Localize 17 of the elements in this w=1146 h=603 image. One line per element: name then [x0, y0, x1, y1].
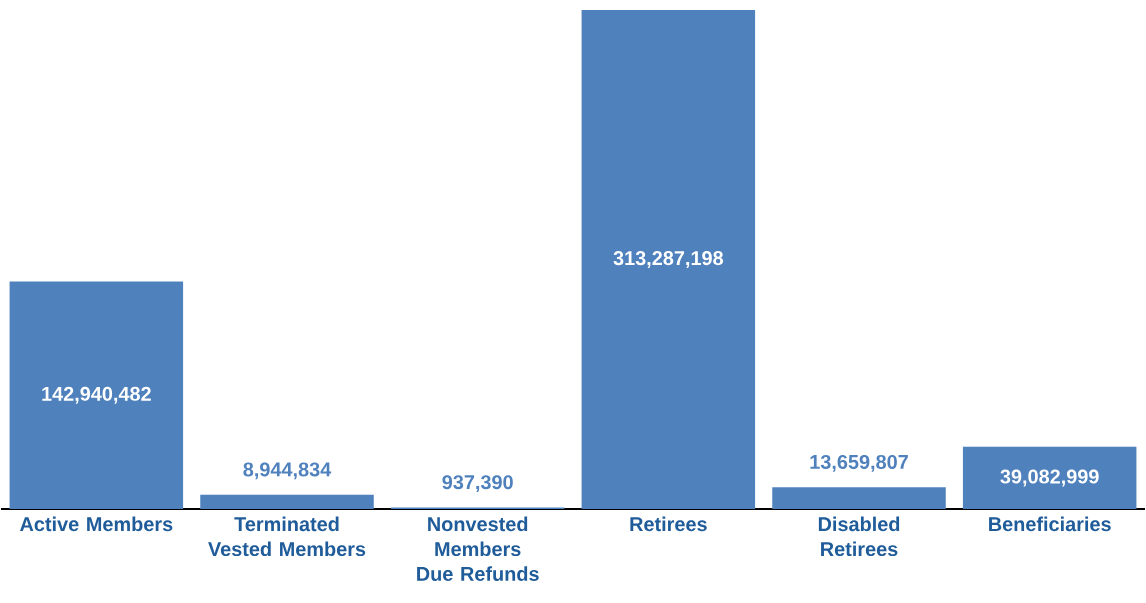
data-label: 937,390 — [442, 475, 513, 493]
x-tick-label: Retirees — [630, 516, 707, 532]
bar — [581, 9, 756, 510]
x-tick-label: Disabled Retirees — [818, 516, 900, 557]
data-label: 39,082,999 — [1000, 469, 1099, 487]
data-label: 8,944,834 — [243, 462, 332, 480]
bar — [9, 281, 184, 510]
data-label: 13,659,807 — [810, 454, 908, 472]
bar — [962, 446, 1137, 510]
data-label: 313,287,198 — [613, 251, 724, 269]
data-label: 142,940,482 — [42, 386, 151, 404]
x-tick-label: Active Members — [20, 516, 173, 532]
x-tick-label: Nonvested Members Due Refunds — [417, 516, 539, 581]
bar — [200, 494, 374, 510]
x-tick-label: Terminated Vested Members — [208, 516, 366, 557]
bar — [772, 487, 946, 510]
x-tick-label: Beneficiaries — [989, 516, 1111, 532]
